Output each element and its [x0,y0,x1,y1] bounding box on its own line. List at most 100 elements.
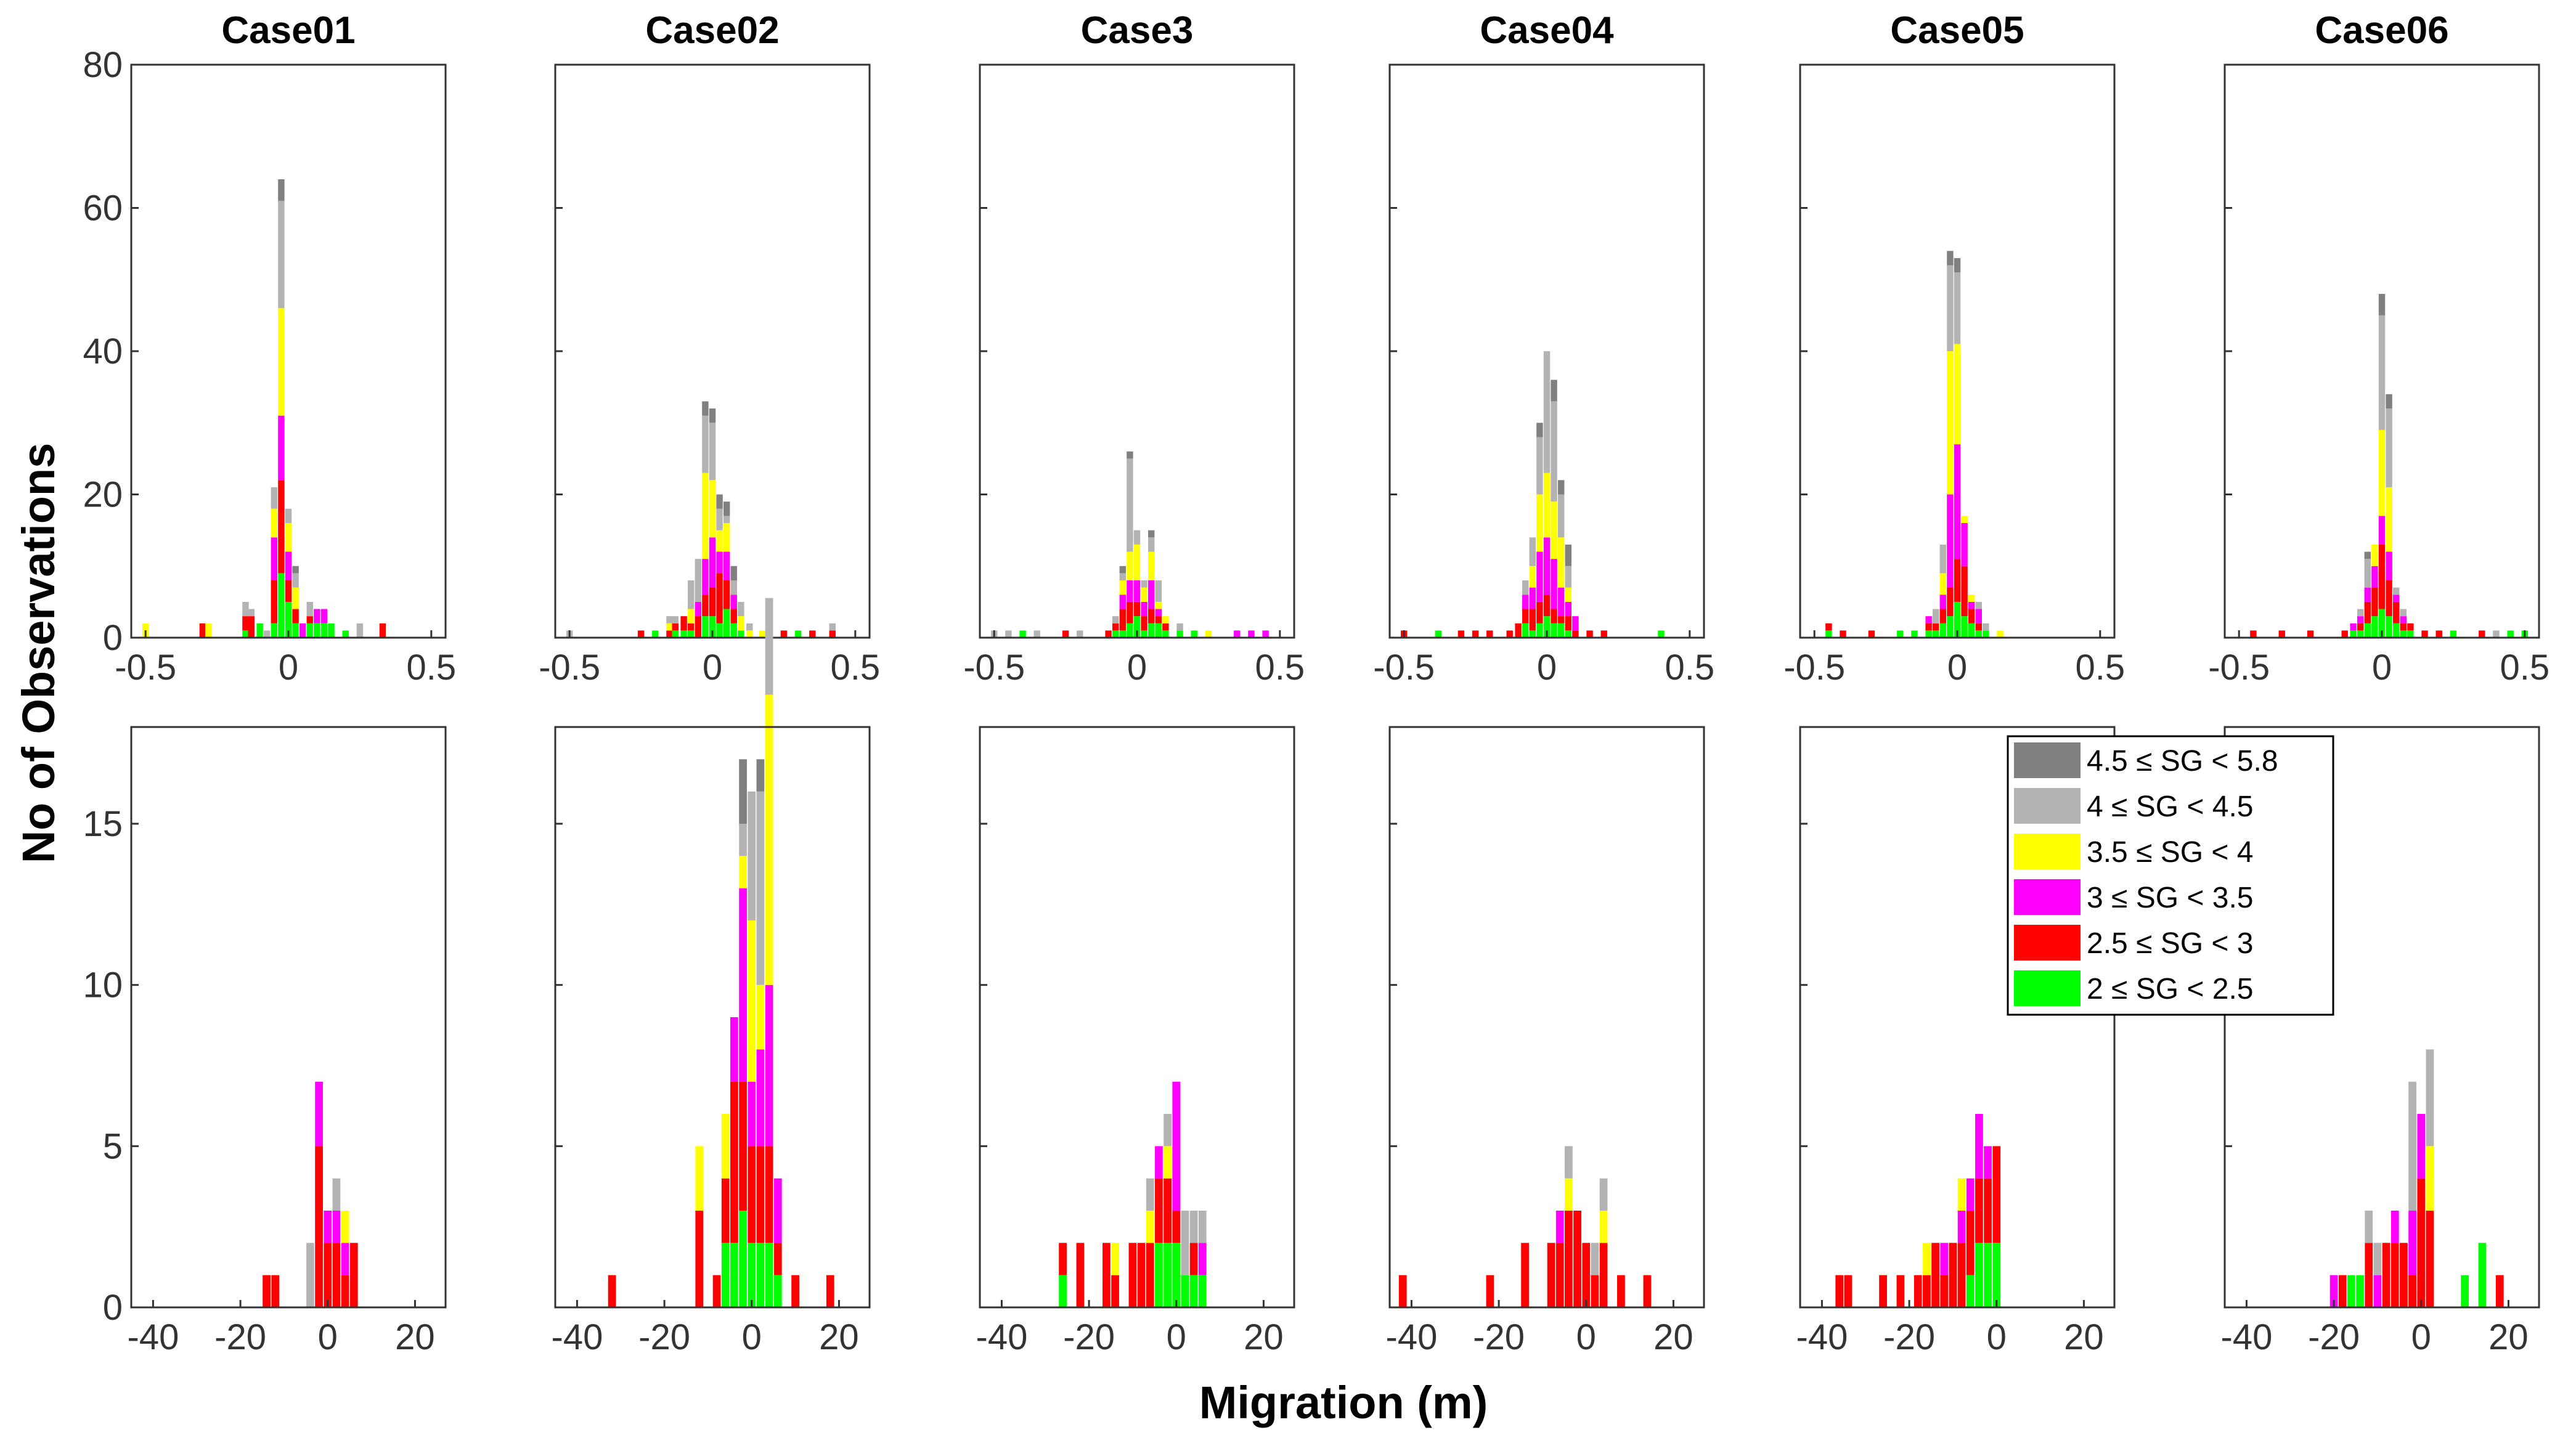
bar-segment [2350,623,2357,631]
bar-segment [1137,1243,1146,1307]
bar-segment [199,623,206,638]
bar-segment [1112,630,1119,638]
legend-label-3-to-3-5: 3 ≤ SG < 3.5 [2087,882,2254,914]
bar-segment [278,573,285,638]
bar-segment [2392,587,2400,595]
bar-segment [1141,587,1147,602]
panel-title: Case02 [645,9,779,52]
bar-segment [709,423,716,481]
bar-segment [1557,480,1565,495]
bar-segment [1565,544,1571,566]
bar-segment [1164,1146,1172,1179]
bar-segment [1557,616,1565,623]
bar-segment [1983,623,1989,631]
bar-segment [1557,587,1565,617]
bar-segment [1119,609,1127,631]
bar-segment [2478,1243,2487,1307]
bar-segment [2373,1243,2382,1275]
bar-segment [2392,595,2400,602]
bar-segment [1164,1114,1172,1147]
bar-segment [1522,595,1529,609]
bar-segment [702,559,709,595]
bar-segment [1119,580,1127,595]
bar-segment [730,609,737,623]
bar-segment [1975,1243,1983,1307]
bar-segment [1975,623,1982,631]
bar-segment [315,1081,323,1147]
bar-segment [1975,1178,1983,1243]
axes-box [1799,726,2116,1309]
y-tick-label: 0 [103,618,123,658]
bar-segment [1181,1211,1189,1275]
bar-segment [2365,1211,2373,1243]
y-tick-label: 15 [83,804,123,844]
legend: 4.5 ≤ SG < 5.8 4 ≤ SG < 4.5 3.5 ≤ SG < 4… [2007,735,2334,1016]
bar-segment [672,623,679,631]
panel-top-2: -0.5 0 0.5 Case02 [539,9,880,688]
bar-segment [1825,630,1832,638]
bar-segment [723,502,730,516]
bar-segment [2392,623,2400,638]
x-tick-label: 0 [703,648,722,688]
x-tick-label: 20 [395,1317,435,1357]
bar-segment [1133,601,1141,617]
bar-segment [1617,1275,1625,1307]
bar-segment [1133,530,1141,545]
bar-segment [1940,1275,1949,1307]
bar-segment [1164,1243,1172,1307]
bar-segment [1515,623,1522,638]
bar-segment [263,1275,271,1307]
bar-segment [324,1243,332,1307]
bar-segment [2417,1114,2426,1179]
bar-segment [765,1146,773,1243]
bar-segment [2386,580,2392,617]
bar-segment [1947,265,1954,351]
bar-segment [2382,1243,2391,1307]
bar-segment [2400,630,2407,638]
bar-segment [1957,1243,1966,1307]
bar-segment [672,630,679,638]
bar-segment [1119,595,1127,609]
bar-segment [2364,587,2371,602]
bar-segment [1457,630,1465,638]
x-tick-label: 0 [742,1317,762,1357]
axes-box [130,726,447,1309]
bar-segment [2421,630,2428,638]
bar-segment [2364,623,2371,638]
bar-segment [1599,1243,1608,1307]
bar-segment [716,494,723,509]
bar-segment [1076,1243,1085,1307]
bar-segment [271,487,278,509]
bar-segment [748,920,756,1082]
panel-top-6: -0.5 0 0.5 Case06 [2208,9,2550,688]
bar-segment [1191,630,1197,638]
bar-segment [271,537,278,580]
bar-segment [1557,623,1565,638]
bar-segment [748,1243,756,1307]
bar-segment [306,601,313,617]
bar-segment [2357,630,2364,638]
bar-segment [1961,616,1968,638]
x-tick-label: 0.5 [830,648,880,688]
bar-segment [1147,537,1155,552]
x-tick-label: -0.5 [963,648,1025,688]
bar-segment [264,630,271,638]
bar-segment [608,1275,616,1307]
bar-segment [1398,1275,1407,1307]
bar-segment [1582,1243,1591,1307]
bar-segment [2400,1243,2408,1307]
bar-segment [341,1275,349,1307]
bar-segment [1643,1275,1652,1307]
y-tick-label: 40 [83,331,123,372]
bar-segment [320,623,328,638]
bar-segment [759,630,766,638]
bar-segment [2386,551,2392,580]
axes-box [1388,726,1705,1309]
bar-segment [739,1081,747,1211]
bar-segment [2507,630,2514,638]
bar-segment [2386,487,2392,552]
bar-segment [341,1211,349,1243]
bar-segment [1961,566,1968,617]
bar-segment [1975,609,1982,623]
